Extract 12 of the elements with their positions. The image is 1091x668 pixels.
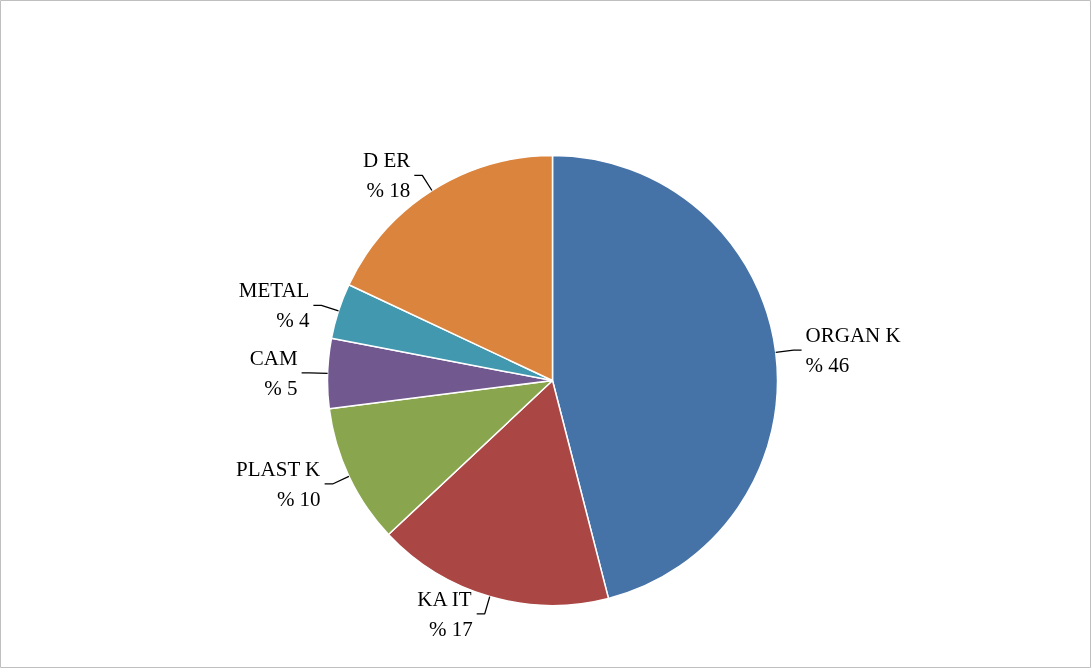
data-label: % 5 — [264, 375, 298, 400]
data-label: % 10 — [276, 486, 321, 511]
slice-label: D ER — [363, 148, 411, 173]
slice-label: METAL — [238, 278, 310, 303]
slice-label: ORGAN K — [805, 323, 901, 348]
data-label: % 18 — [366, 178, 411, 203]
data-label: % 17 — [428, 616, 473, 641]
slice-label: CAM — [249, 345, 298, 370]
data-label: % 46 — [805, 353, 850, 378]
slice-label: KA IT — [417, 586, 472, 611]
slice-label: PLAST K — [236, 456, 321, 481]
data-label: % 4 — [276, 308, 310, 333]
